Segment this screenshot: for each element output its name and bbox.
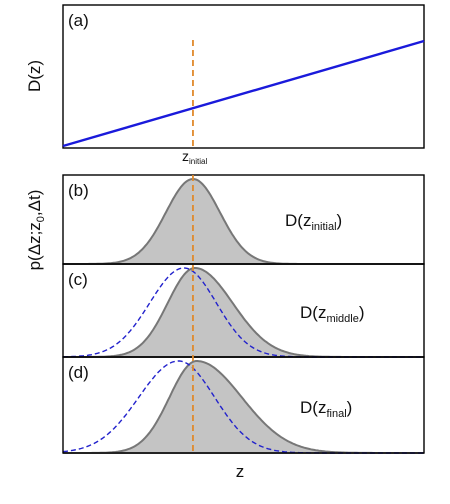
panel-b-annotation: D(zinitial): [285, 211, 342, 233]
distribution-final-filled: [63, 360, 424, 454]
panel-a-frame: [62, 4, 425, 149]
distribution-initial-filled: [63, 177, 424, 265]
panel-a-label: (a): [68, 11, 89, 30]
z-initial-label: zinitial: [182, 148, 207, 166]
panel-a: (a): [62, 4, 425, 149]
ylabel-dz: D(z): [25, 60, 44, 92]
panel-c: (c) D(zmiddle): [62, 263, 425, 358]
panel-d-annotation: D(zfinal): [300, 398, 352, 420]
panel-d-frame: [62, 356, 425, 454]
d-of-z-line: [62, 39, 425, 148]
panel-c-annotation: D(zmiddle): [300, 303, 365, 325]
panel-d: (d) D(zfinal): [62, 356, 425, 454]
panel-b: (b) D(zinitial): [62, 174, 425, 265]
xlabel-z: z: [236, 462, 245, 481]
panel-d-label: (d): [68, 363, 89, 382]
panel-c-label: (c): [68, 270, 88, 289]
ylabel-p: p(Δz;z0,Δt): [25, 190, 47, 271]
panel-b-label: (b): [68, 181, 89, 200]
